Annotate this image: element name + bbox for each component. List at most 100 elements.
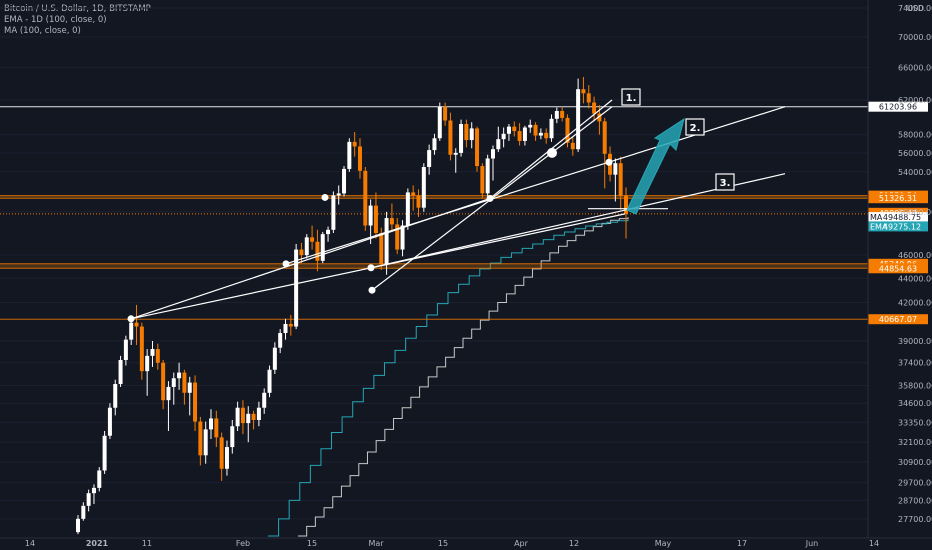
candle-body [182,372,187,393]
level-label: 51326.31 [879,194,917,203]
x-tick-label: Feb [236,539,250,548]
x-tick-label: Jun [805,539,819,548]
candle-body [602,121,607,154]
candle-body [86,493,91,506]
candle-body [139,326,144,372]
anchor-point [547,147,557,158]
candle-body [586,93,591,103]
candle-body [209,418,214,430]
zone-band [0,195,868,199]
candle-body [113,384,118,408]
candle-body [267,369,272,393]
candle-body [357,146,362,171]
x-tick-label: 15 [307,539,317,548]
level-label: 44854.63 [879,264,917,273]
ema-line [268,219,629,537]
y-tick-label: 34600.00 [898,399,932,408]
candle-body [336,193,341,196]
candle-body [107,407,112,436]
y-tick-label: 27700.00 [898,515,932,524]
candle-body [581,89,586,94]
candle-body [76,518,80,533]
y-tick-label: 30900.00 [898,458,932,467]
candle-body [618,163,623,196]
candle-body [437,106,442,139]
candle-body [570,142,575,150]
y-tick-label: 70000.00 [898,33,932,42]
candle-body [405,192,410,226]
candle-body [134,322,139,327]
ema-tag-label: EMA [870,222,888,231]
candle-body [315,241,320,261]
ma-value-box [868,212,928,223]
candle-body [91,487,96,494]
candle-body [469,128,474,141]
candle-body [219,437,224,469]
candle-body [533,124,538,136]
candle-body [251,413,256,420]
price-axis: 74000.00 70000.00 66000.00 62000.00 58000.00… [867,0,932,538]
annotation-box [621,88,641,106]
y-tick-label: 54000.00 [898,168,932,177]
candle-body [161,362,166,401]
candle-body [517,131,522,141]
candle-body [203,429,208,456]
candle-body [549,118,554,139]
candle-body [592,102,597,114]
indicator-lines [268,217,629,537]
candle-body [475,128,480,167]
x-tick-label: 14 [869,539,879,548]
candle-body [283,323,288,334]
candle-body [411,192,416,196]
ma-legend: MA (100, close, 0) [4,26,81,36]
y-tick-label: 50000.00 [898,208,932,217]
candle-body [294,249,299,327]
candle-body [416,195,421,208]
candle-body [129,322,134,340]
y-tick-label: 29700.00 [898,479,932,488]
candle-body [150,349,155,356]
candle-body [427,150,432,168]
ema-value-box [868,221,928,232]
candle-body [97,470,102,488]
candle-body [299,249,304,256]
level-label-box [868,193,928,204]
annotation-box [685,118,705,136]
candle-body [597,113,602,122]
ema-value-label: 49275.12 [883,222,921,231]
anchor-point [368,286,376,294]
drawings: 1. 2. 3. [127,88,786,323]
zone-band [0,263,868,269]
y-tick-label: 66000.00 [898,63,932,72]
anchor-point [282,260,290,268]
y-tick-label: 56000.00 [898,149,932,158]
candle-body [395,224,400,250]
candle-body [613,163,618,175]
candle-body [240,407,245,424]
level-label-box [868,101,928,112]
x-tick-label: 17 [737,539,747,548]
candle-body [166,386,171,401]
candle-body [224,447,229,469]
candle-body [81,505,86,519]
y-tick-label: 74000.00 [898,4,932,13]
annotation-label: 1. [626,93,637,104]
y-tick-label: 46000.00 [898,251,932,260]
candle-body [528,124,533,128]
candle-body [214,418,219,438]
chart-title: Bitcoin / U.S. Dollar, 1D, BITSTAMP [4,4,151,14]
level-label: 40667.07 [879,315,917,324]
y-tick-label: 42000.00 [898,298,932,307]
y-tick-label: 58000.00 [898,131,932,140]
candle-body [496,139,501,150]
y-tick-label: 35800.00 [898,381,932,390]
y-tick-label: 37400.00 [898,359,932,368]
candle-body [459,124,464,153]
x-tick-label: May [655,539,672,548]
candle-body [320,234,325,261]
x-tick-label: 2021 [86,539,109,548]
anchor-point [486,194,494,202]
x-tick-label: Apr [514,539,529,548]
candle-body [155,349,160,363]
